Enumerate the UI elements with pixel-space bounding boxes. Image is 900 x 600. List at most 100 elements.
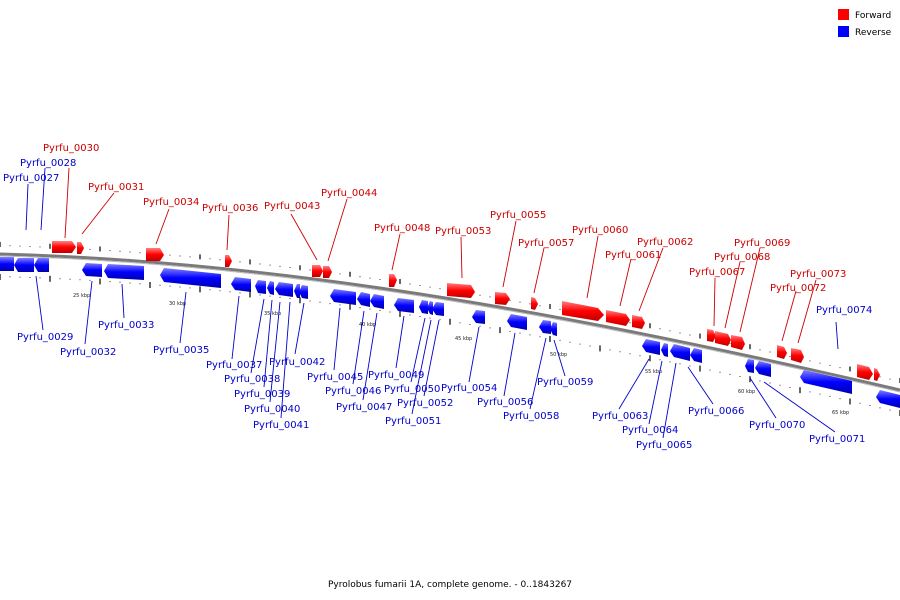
gene-label-pyrfu-0049: Pyrfu_0049 xyxy=(368,370,424,381)
gene-pyrfu-0032[interactable] xyxy=(82,263,102,277)
gene-pyrfu-reverse[interactable] xyxy=(876,390,900,408)
gene-pyrfu-0029[interactable] xyxy=(14,258,34,272)
gene-pyrfu-0070[interactable] xyxy=(745,359,754,373)
gene-label-pyrfu-0037: Pyrfu_0037 xyxy=(206,360,262,371)
gene-pyrfu-0045[interactable] xyxy=(330,289,356,305)
gene-label-pyrfu-0068: Pyrfu_0068 xyxy=(714,252,770,263)
gene-label-pyrfu-0071: Pyrfu_0071 xyxy=(809,434,865,445)
gene-pyrfu-0054[interactable] xyxy=(472,310,485,324)
gene-pyrfu-0067[interactable] xyxy=(707,329,716,342)
gene-pyrfu-0057[interactable] xyxy=(531,297,538,310)
gene-label-pyrfu-0034: Pyrfu_0034 xyxy=(143,197,199,208)
gene-pyrfu-0064[interactable] xyxy=(661,343,668,357)
gene-pyrfu-0073[interactable] xyxy=(791,348,804,363)
gene-label-pyrfu-0058: Pyrfu_0058 xyxy=(503,411,559,422)
gene-label-pyrfu-0047: Pyrfu_0047 xyxy=(336,402,392,413)
gene-label-pyrfu-0072: Pyrfu_0072 xyxy=(770,283,826,294)
gene-label-pyrfu-0062: Pyrfu_0062 xyxy=(637,237,693,248)
gene-pyrfu-0035[interactable] xyxy=(160,268,221,288)
gene-pyrfu-0049[interactable] xyxy=(394,298,414,313)
gene-label-pyrfu-0061: Pyrfu_0061 xyxy=(605,250,661,261)
gene-pyrfu-0055[interactable] xyxy=(495,292,510,305)
gene-pyrfu-0053[interactable] xyxy=(447,283,475,298)
gene-label-pyrfu-0043: Pyrfu_0043 xyxy=(264,201,320,212)
legend-reverse-swatch xyxy=(838,26,849,37)
gene-label-pyrfu-0064: Pyrfu_0064 xyxy=(622,425,678,436)
tick-label: 25 kbp xyxy=(73,293,90,299)
gene-pyrfu-0065[interactable] xyxy=(670,344,690,361)
gene-pyrfu-0042[interactable] xyxy=(299,285,308,299)
legend-forward-label: Forward xyxy=(855,11,891,21)
gene-label-pyrfu-0056: Pyrfu_0056 xyxy=(477,397,533,408)
gene-label-pyrfu-0032: Pyrfu_0032 xyxy=(60,347,116,358)
gene-pyrfu-0072[interactable] xyxy=(777,345,787,359)
gene-label-pyrfu-0070: Pyrfu_0070 xyxy=(749,420,805,431)
gene-label-pyrfu-0069: Pyrfu_0069 xyxy=(734,238,790,249)
map-caption: Pyrolobus fumarii 1A, complete genome. -… xyxy=(328,580,572,590)
gene-label-pyrfu-0050: Pyrfu_0050 xyxy=(384,384,440,395)
gene-label-pyrfu-0055: Pyrfu_0055 xyxy=(490,210,546,221)
gene-pyrfu-0041[interactable] xyxy=(294,284,300,298)
gene-label-pyrfu-0028: Pyrfu_0028 xyxy=(20,158,76,169)
gene-pyrfu-0044[interactable] xyxy=(323,266,332,278)
gene-pyrfu-0068[interactable] xyxy=(715,331,731,346)
gene-pyrfu-0066[interactable] xyxy=(690,348,702,363)
gene-label-pyrfu-0042: Pyrfu_0042 xyxy=(269,357,325,368)
gene-pyrfu-0047[interactable] xyxy=(370,294,384,309)
gene-label-pyrfu-0066: Pyrfu_0066 xyxy=(688,406,744,417)
gene-label-pyrfu-0065: Pyrfu_0065 xyxy=(636,440,692,451)
gene-label-pyrfu-0046: Pyrfu_0046 xyxy=(325,386,381,397)
gene-pyrfu-0062[interactable] xyxy=(632,315,645,329)
leader-lines xyxy=(25,167,839,439)
gene-pyrfu-0050[interactable] xyxy=(419,300,428,314)
gene-pyrfu-0058[interactable] xyxy=(539,320,551,334)
gene-pyrfu-0033[interactable] xyxy=(104,264,144,280)
gene-pyrfu-0043[interactable] xyxy=(312,265,323,277)
legend: Forward Reverse xyxy=(838,9,892,38)
gene-pyrfu-forward[interactable] xyxy=(857,364,873,380)
gene-label-pyrfu-0059: Pyrfu_0059 xyxy=(537,377,593,388)
forward-labels: Pyrfu_0030 Pyrfu_0031 Pyrfu_0034 Pyrfu_0… xyxy=(43,143,846,294)
gene-pyrfu-0036[interactable] xyxy=(225,255,232,267)
gene-pyrfu-0034[interactable] xyxy=(146,248,164,261)
gene-pyrfu-0056[interactable] xyxy=(507,314,527,330)
gene-pyrfu-0063[interactable] xyxy=(642,339,660,355)
gene-pyrfu-0030[interactable] xyxy=(52,241,76,253)
gene-pyrfu-0059[interactable] xyxy=(550,322,557,336)
gene-pyrfu-0070[interactable] xyxy=(755,361,771,377)
gene-label-pyrfu-0038: Pyrfu_0038 xyxy=(224,374,280,385)
gene-label-pyrfu-0036: Pyrfu_0036 xyxy=(202,203,258,214)
gene-pyrfu-0061[interactable] xyxy=(606,310,630,326)
legend-reverse-label: Reverse xyxy=(855,28,892,38)
gene-pyrfu-forward[interactable] xyxy=(874,368,880,381)
gene-pyrfu-0038[interactable] xyxy=(255,280,266,294)
gene-pyrfu-0048[interactable] xyxy=(389,274,397,287)
gene-label-pyrfu-0030: Pyrfu_0030 xyxy=(43,143,99,154)
gene-label-pyrfu-0054: Pyrfu_0054 xyxy=(441,383,497,394)
gene-label-pyrfu-0041: Pyrfu_0041 xyxy=(253,420,309,431)
gene-label-pyrfu-0035: Pyrfu_0035 xyxy=(153,345,209,356)
gene-pyrfu-0071[interactable] xyxy=(800,370,852,394)
gene-label-pyrfu-0033: Pyrfu_0033 xyxy=(98,320,154,331)
tick-label: 30 kbp xyxy=(169,301,186,307)
gene-pyrfu-0039[interactable] xyxy=(267,281,274,295)
tick-label: 40 kbp xyxy=(359,322,376,328)
genome-backbone-shadow xyxy=(0,255,900,393)
gene-pyrfu-0029[interactable] xyxy=(0,257,14,271)
gene-pyrfu-0040[interactable] xyxy=(275,282,293,297)
tick-label: 55 kbp xyxy=(645,369,662,375)
gene-label-pyrfu-0027: Pyrfu_0027 xyxy=(3,173,59,184)
gene-label-pyrfu-0057: Pyrfu_0057 xyxy=(518,238,574,249)
gene-pyrfu-0031[interactable] xyxy=(77,242,84,254)
gene-pyrfu-0069[interactable] xyxy=(731,335,745,350)
gene-pyrfu-0051[interactable] xyxy=(427,301,433,315)
gene-pyrfu-0037[interactable] xyxy=(231,277,251,292)
gene-pyrfu-0060[interactable] xyxy=(562,301,604,321)
gene-pyrfu-0052[interactable] xyxy=(432,302,444,316)
forward-genes xyxy=(52,241,880,381)
gene-label-pyrfu-0040: Pyrfu_0040 xyxy=(244,404,300,415)
gene-pyrfu-0046[interactable] xyxy=(357,292,370,307)
gene-pyrfu-0029[interactable] xyxy=(34,258,49,272)
